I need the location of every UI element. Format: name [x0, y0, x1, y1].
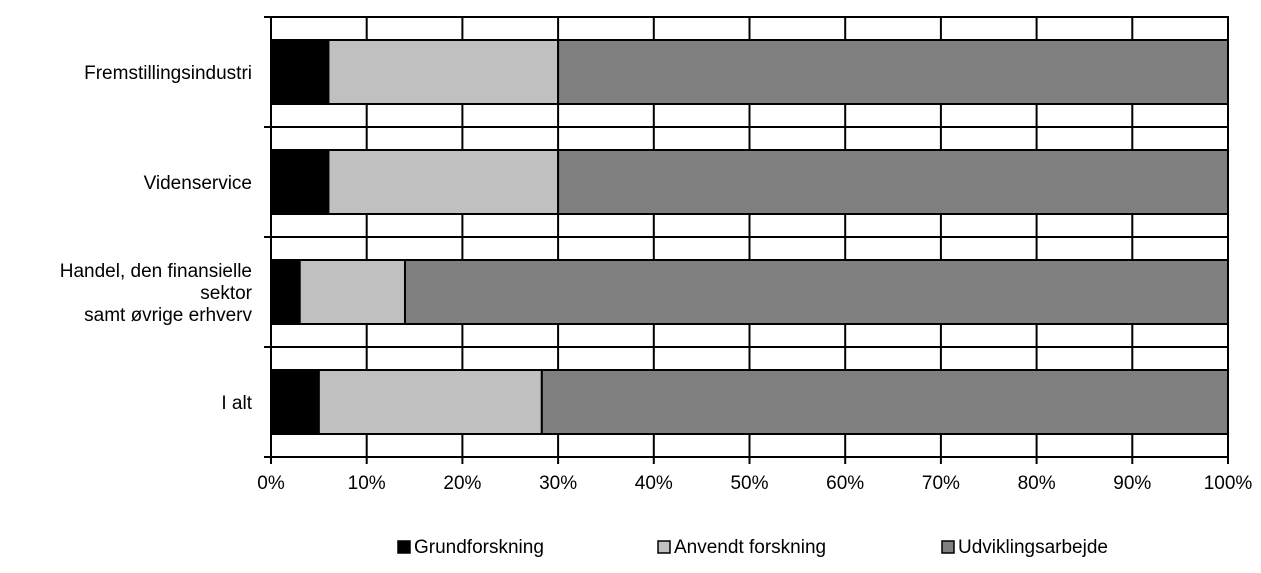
category-label: Handel, den finansielle sektor samt øvrige… [60, 261, 253, 326]
x-tick-label: 60% [826, 473, 864, 494]
bars-layer [270, 39, 1230, 435]
bar-segment-udviklingsarbejde [540, 369, 1229, 435]
x-tick-label: 40% [635, 473, 673, 494]
bar-segment-anvendt-forskning [327, 149, 560, 215]
legend-item: Udviklingsarbejde [941, 537, 1108, 558]
x-tick-label: 100% [1204, 473, 1253, 494]
category-label: Fremstillingsindustri [84, 63, 252, 84]
bar-segment-grundforskning [270, 369, 320, 435]
axes-layer [264, 16, 1229, 464]
legend-item: Grundforskning [397, 537, 544, 558]
x-tick-label: 50% [730, 473, 768, 494]
legend-swatch [397, 540, 411, 554]
legend-item: Anvendt forskning [657, 537, 826, 558]
bar-segment-udviklingsarbejde [403, 259, 1230, 325]
legend-label: Udviklingsarbejde [958, 537, 1108, 558]
legend-label: Anvendt forskning [674, 537, 826, 558]
x-tick-label: 30% [539, 473, 577, 494]
category-label: I alt [221, 393, 252, 414]
legend-swatch [657, 540, 671, 554]
bar-segment-grundforskning [270, 149, 330, 215]
x-tick-label: 10% [348, 473, 386, 494]
bar-segment-udviklingsarbejde [557, 149, 1229, 215]
bar-segment-grundforskning [270, 259, 301, 325]
x-tick-label: 20% [443, 473, 481, 494]
bar-segment-anvendt-forskning [298, 259, 406, 325]
bar-segment-anvendt-forskning [327, 39, 560, 105]
x-tick-label: 90% [1113, 473, 1151, 494]
bar-segment-udviklingsarbejde [557, 39, 1229, 105]
x-tick-label: 80% [1018, 473, 1056, 494]
x-tick-label: 0% [257, 473, 285, 494]
legend-swatch [941, 540, 955, 554]
category-label: Videnservice [144, 173, 252, 194]
bar-segment-anvendt-forskning [317, 369, 543, 435]
bar-segment-grundforskning [270, 39, 330, 105]
legend: Grundforskning Anvendt forskning Udvikling… [397, 537, 1108, 558]
legend-label: Grundforskning [414, 537, 544, 558]
x-tick-label: 70% [922, 473, 960, 494]
labels-layer: 0% 10% 20% 30% 40% 50% 60% 70% 80% 90% 100% Fremsti… [60, 63, 1253, 494]
